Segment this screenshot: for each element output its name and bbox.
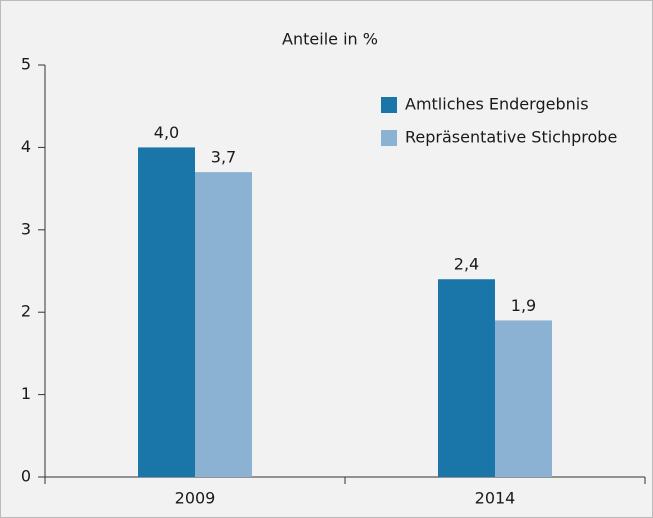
y-tick-label: 5 — [21, 55, 31, 74]
bar — [495, 320, 552, 477]
legend-swatch — [381, 130, 397, 146]
x-tick-label: 2009 — [175, 489, 216, 508]
bar — [195, 172, 252, 477]
value-label: 4,0 — [154, 123, 179, 142]
y-tick-label: 1 — [21, 384, 31, 403]
x-tick-label: 2014 — [475, 489, 516, 508]
bar — [138, 147, 195, 477]
legend-label: Repräsentative Stichprobe — [405, 128, 617, 147]
bar — [438, 279, 495, 477]
value-label: 1,9 — [511, 296, 536, 315]
legend-swatch — [381, 97, 397, 113]
value-label: 2,4 — [454, 255, 479, 274]
y-tick-label: 0 — [21, 467, 31, 486]
y-tick-label: 3 — [21, 219, 31, 238]
y-tick-label: 2 — [21, 302, 31, 321]
y-tick-label: 4 — [21, 137, 31, 156]
value-label: 3,7 — [211, 148, 236, 167]
legend-label: Amtliches Endergebnis — [405, 95, 589, 114]
chart-title: Anteile in % — [282, 30, 378, 49]
